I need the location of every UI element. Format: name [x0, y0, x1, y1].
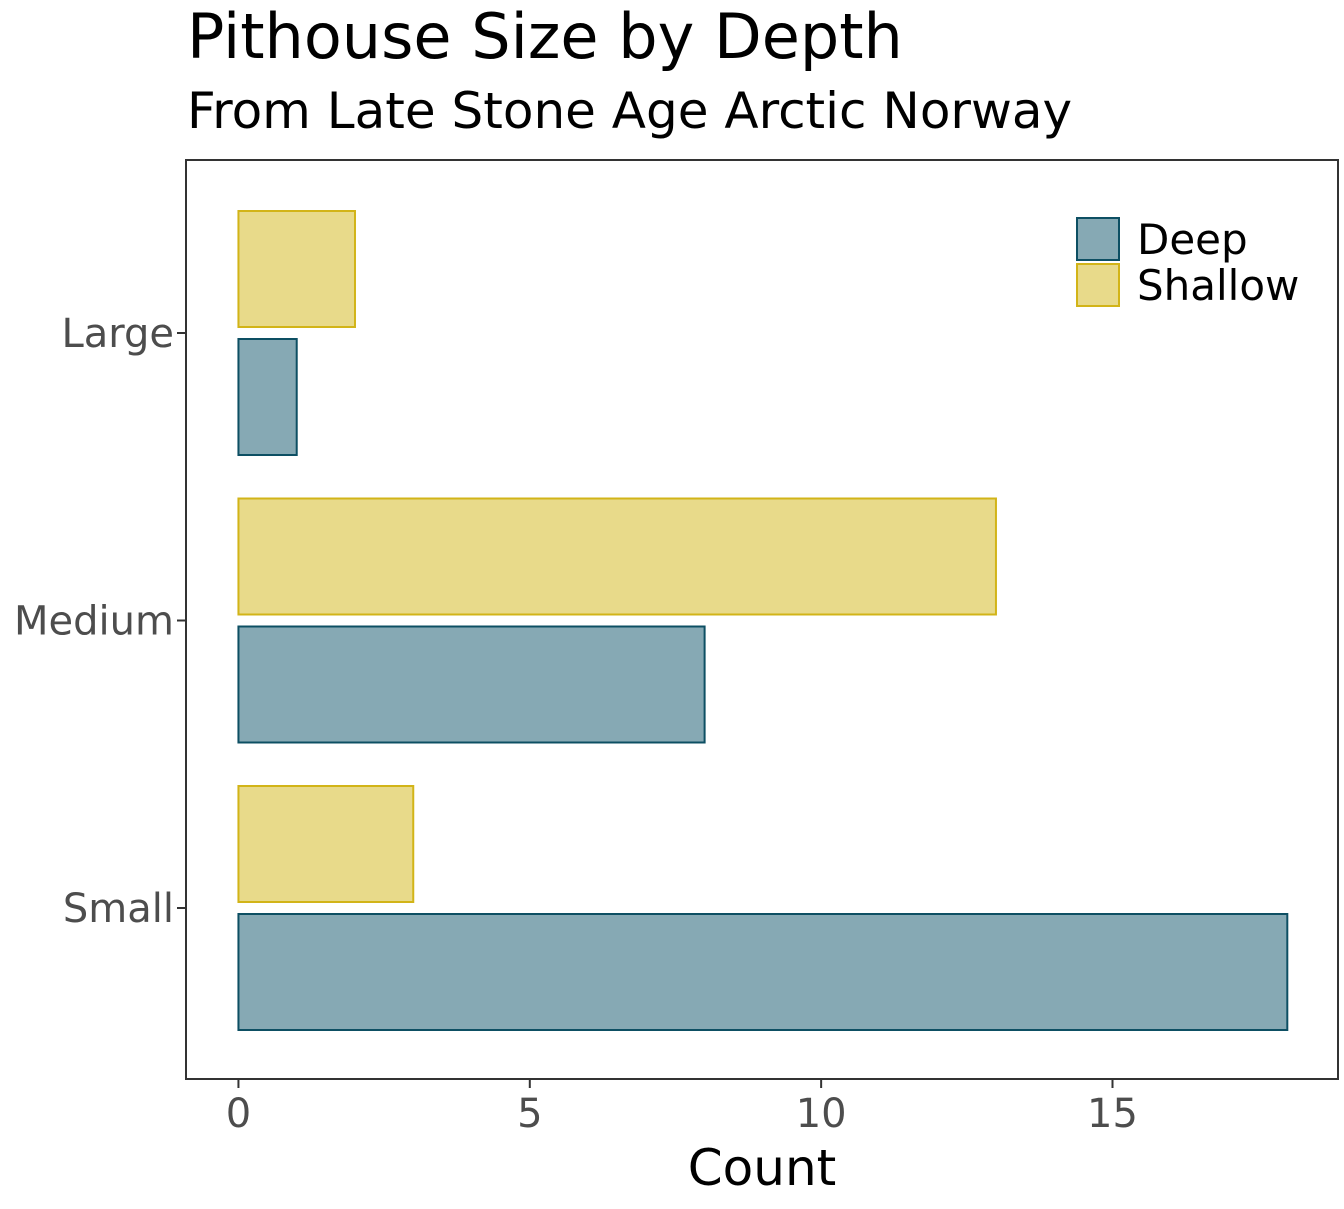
x-axis: 0 5 10 15 — [226, 1079, 1138, 1137]
chart-title: Pithouse Size by Depth — [187, 0, 903, 73]
x-tick-label-5: 5 — [517, 1091, 542, 1137]
bar-shallow-medium — [237, 497, 997, 616]
x-tick-label-10: 10 — [796, 1091, 847, 1137]
bar-deep-large — [237, 338, 298, 456]
y-tick-label-small: Small — [63, 886, 174, 932]
y-axis: Small Medium Large — [14, 311, 186, 932]
y-tick-label-medium: Medium — [14, 599, 174, 645]
chart-subtitle: From Late Stone Age Arctic Norway — [187, 82, 1072, 140]
bar-deep-medium — [237, 625, 706, 744]
bar-shallow-large — [237, 210, 356, 328]
legend-key-shallow — [1076, 263, 1120, 307]
legend-key-deep — [1076, 217, 1120, 261]
bar-deep-small — [237, 913, 1289, 1031]
x-tick-label-15: 15 — [1087, 1091, 1138, 1137]
y-tick-label-large: Large — [61, 311, 174, 357]
bars-group — [237, 210, 1289, 1031]
legend-label-deep: Deep — [1137, 215, 1248, 264]
x-tick-label-0: 0 — [226, 1091, 251, 1137]
x-axis-title: Count — [688, 1139, 837, 1197]
legend-label-shallow: Shallow — [1137, 261, 1299, 310]
bar-shallow-small — [237, 785, 415, 903]
